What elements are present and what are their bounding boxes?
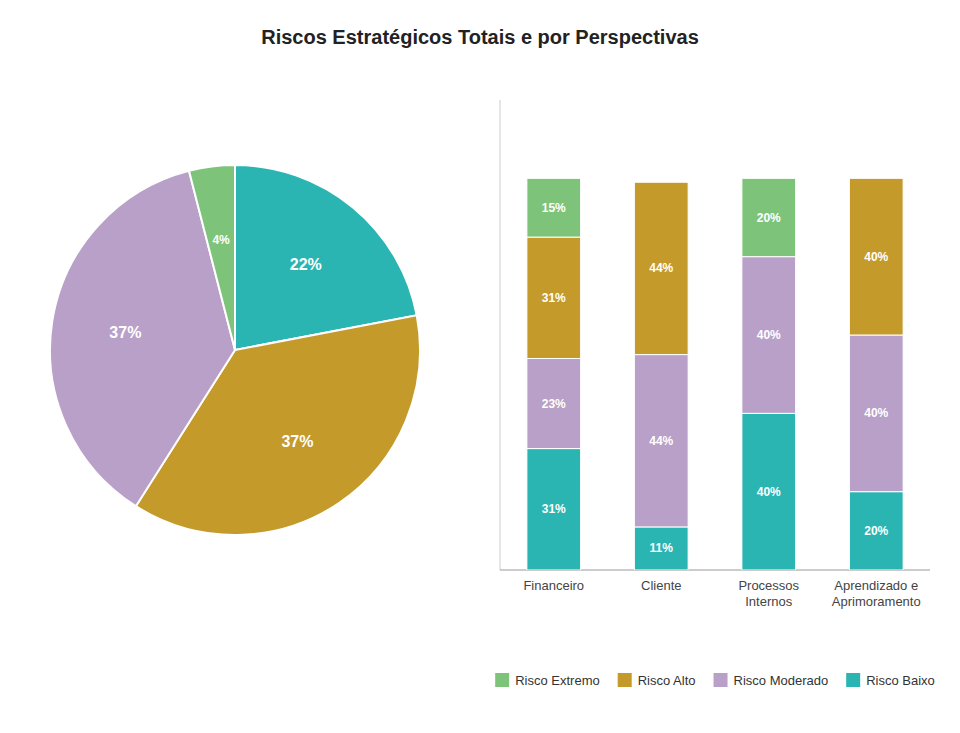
bar-segment xyxy=(634,527,688,570)
bar-label: 40% xyxy=(864,406,888,420)
legend-swatch xyxy=(495,673,509,687)
bar-segment xyxy=(634,182,688,354)
legend-item: Risco Baixo xyxy=(846,673,935,688)
pie-slices xyxy=(50,165,420,535)
bar-label: 44% xyxy=(649,261,673,275)
x-tick-label-line: Aprimoramento xyxy=(832,594,921,609)
pie-label: 4% xyxy=(212,233,230,247)
bar-segment xyxy=(634,182,688,183)
bar-label: 40% xyxy=(757,328,781,342)
x-tick-label-line: Cliente xyxy=(641,578,681,593)
bar-segment xyxy=(849,178,903,335)
pie-label: 37% xyxy=(109,324,141,341)
bar-segment xyxy=(742,178,796,256)
bar-label: 11% xyxy=(650,541,674,555)
chart-root: Riscos Estratégicos Totais e por Perspec… xyxy=(0,0,960,733)
bar-label: 40% xyxy=(864,250,888,264)
bar-segment xyxy=(527,237,581,358)
bar-label: 23% xyxy=(542,397,566,411)
bar-segment xyxy=(849,492,903,570)
x-tick-label: ProcessosInternos xyxy=(738,578,799,609)
bar-segment xyxy=(742,257,796,414)
chart-title: Riscos Estratégicos Totais e por Perspec… xyxy=(261,26,699,48)
bar-label: 44% xyxy=(649,434,673,448)
bar-segment xyxy=(742,413,796,570)
bar-segment xyxy=(634,355,688,527)
pie-label: 22% xyxy=(290,256,322,273)
x-tick-label-line: Aprendizado e xyxy=(834,578,918,593)
legend-item: Risco Moderado xyxy=(714,673,829,688)
bar-label: 31% xyxy=(542,291,566,305)
legend-label: Risco Baixo xyxy=(866,673,935,688)
y-axis-line xyxy=(500,100,501,570)
bars xyxy=(527,178,903,570)
x-tick-label: Cliente xyxy=(641,578,681,593)
x-tick-label-line: Financeiro xyxy=(523,578,584,593)
bar-label: 40% xyxy=(757,485,781,499)
bar-segment xyxy=(527,359,581,449)
bar-segment xyxy=(849,178,903,179)
legend-swatch xyxy=(714,673,728,687)
bar-label: 20% xyxy=(757,211,781,225)
x-tick-label-line: Processos xyxy=(738,578,799,593)
bar-segment xyxy=(527,178,581,237)
bar-segment xyxy=(849,335,903,492)
legend-item: Risco Extremo xyxy=(495,673,600,688)
pie-slice xyxy=(189,165,235,350)
x-tick-label-line: Internos xyxy=(745,594,792,609)
legend-swatch xyxy=(618,673,632,687)
pie-label: 37% xyxy=(281,433,313,450)
legend-label: Risco Alto xyxy=(638,673,696,688)
bar-label: 31% xyxy=(542,502,566,516)
bar-label: 15% xyxy=(542,201,566,215)
legend-swatch xyxy=(846,673,860,687)
bar-label: 20% xyxy=(864,524,888,538)
legend-label: Risco Extremo xyxy=(515,673,600,688)
legend: Risco Extremo Risco Alto Risco Moderado Ris… xyxy=(495,673,935,688)
legend-item: Risco Alto xyxy=(618,673,696,688)
x-tick-label: Financeiro xyxy=(523,578,584,593)
x-tick-label: Aprendizado eAprimoramento xyxy=(832,578,921,609)
legend-label: Risco Moderado xyxy=(734,673,829,688)
bar-segment xyxy=(527,449,581,570)
